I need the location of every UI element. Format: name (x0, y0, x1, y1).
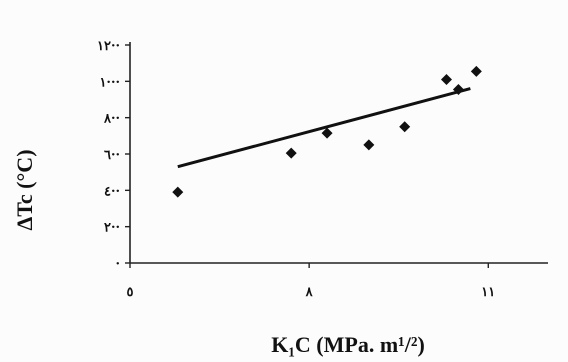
data-point (399, 121, 411, 133)
data-points (172, 65, 482, 198)
data-point (363, 139, 375, 151)
y-tick-label: ٨·· (103, 112, 120, 127)
y-tick-label: · (115, 257, 120, 272)
x-tick-label: ٨ (305, 285, 314, 300)
x-axis-title-text: K₁C (MPa. m¹/²) (271, 332, 425, 357)
x-tick-label: ٥ (127, 285, 134, 300)
data-point (452, 84, 464, 96)
trendline (177, 87, 471, 169)
y-tick-label: ٦·· (104, 148, 120, 163)
y-tick-label: ٤·· (104, 184, 120, 199)
x-ticks: ٥ ٨ ١١ (127, 263, 495, 300)
data-point (172, 186, 184, 198)
y-tick-label: ١··· (99, 75, 120, 90)
data-point (321, 127, 333, 139)
y-ticks: · ٢·· ٤·· ٦·· ٨·· ١··· ١٢·· (97, 39, 130, 272)
y-axis-title: ΔTc (°C) (12, 149, 37, 230)
data-point (470, 65, 482, 77)
x-axis-title: K₁C (MPa. m¹/²) (271, 332, 425, 357)
data-point (440, 74, 452, 86)
y-tick-label: ١٢·· (97, 39, 120, 54)
y-axis-title-text: ΔTc (°C) (12, 149, 37, 230)
trendline-group (177, 87, 471, 169)
x-tick-label: ١١ (481, 285, 495, 300)
axes (129, 42, 548, 264)
data-point (285, 147, 297, 159)
y-tick-label: ٢·· (104, 221, 120, 236)
